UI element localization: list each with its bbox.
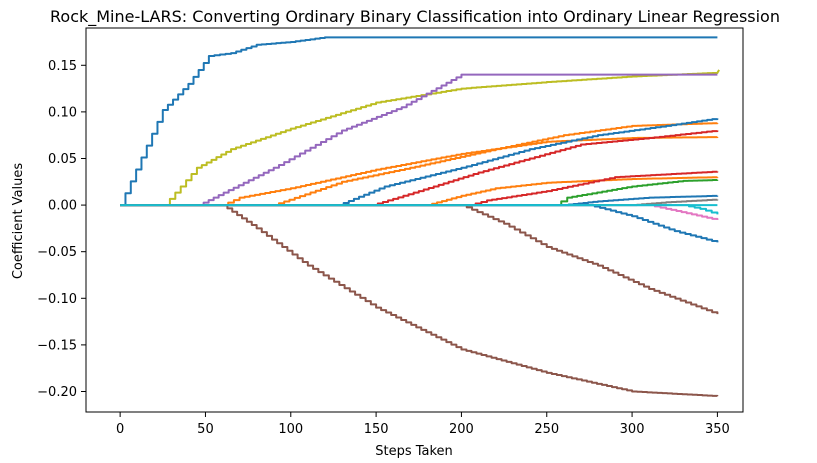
y-tick-label: 0.15 [48,59,77,74]
y-tick-label: 0.10 [48,105,77,120]
y-axis: 0.15 0.10 0.05 0.00 −0.05 −0.10 −0.15 −0.20 [37,59,86,400]
x-axis: 0 50 100 150 200 250 300 350 [116,412,730,437]
series-line-2 [120,69,720,207]
x-tick-label: 100 [278,422,303,437]
series-layer [120,36,720,397]
x-tick-label: 50 [197,422,214,437]
series-line-9 [120,170,719,207]
x-tick-label: 300 [620,422,645,437]
series-line-8 [120,176,719,207]
y-tick-label: −0.10 [37,292,77,307]
y-tick-label: 0.00 [48,199,77,214]
y-tick-label: −0.20 [37,385,77,400]
series-line-13 [120,204,719,215]
series-line-12 [120,204,719,220]
x-tick-label: 150 [364,422,389,437]
series-line-3 [120,73,718,207]
series-line-17 [120,204,719,397]
plot-frame [85,27,744,413]
series-line-15 [120,204,719,243]
series-line-5 [120,122,719,207]
series-line-4 [120,136,719,207]
series-line-1 [120,36,718,207]
x-tick-label: 350 [705,422,730,437]
x-tick-label: 0 [116,422,124,437]
series-line-7 [120,130,719,207]
y-tick-label: 0.05 [48,152,77,167]
series-line-6 [120,118,719,207]
y-tick-label: −0.05 [37,245,77,260]
x-tick-label: 200 [449,422,474,437]
chart-title: Rock_Mine-LARS: Converting Ordinary Bina… [50,7,780,27]
series-line-16 [120,204,719,315]
series-line-10 [120,179,719,207]
y-axis-label: Coefficient Values [11,163,26,280]
x-axis-label: Steps Taken [375,444,453,459]
series-line-11 [120,194,719,207]
y-tick-label: −0.15 [37,338,77,353]
x-tick-label: 250 [534,422,559,437]
